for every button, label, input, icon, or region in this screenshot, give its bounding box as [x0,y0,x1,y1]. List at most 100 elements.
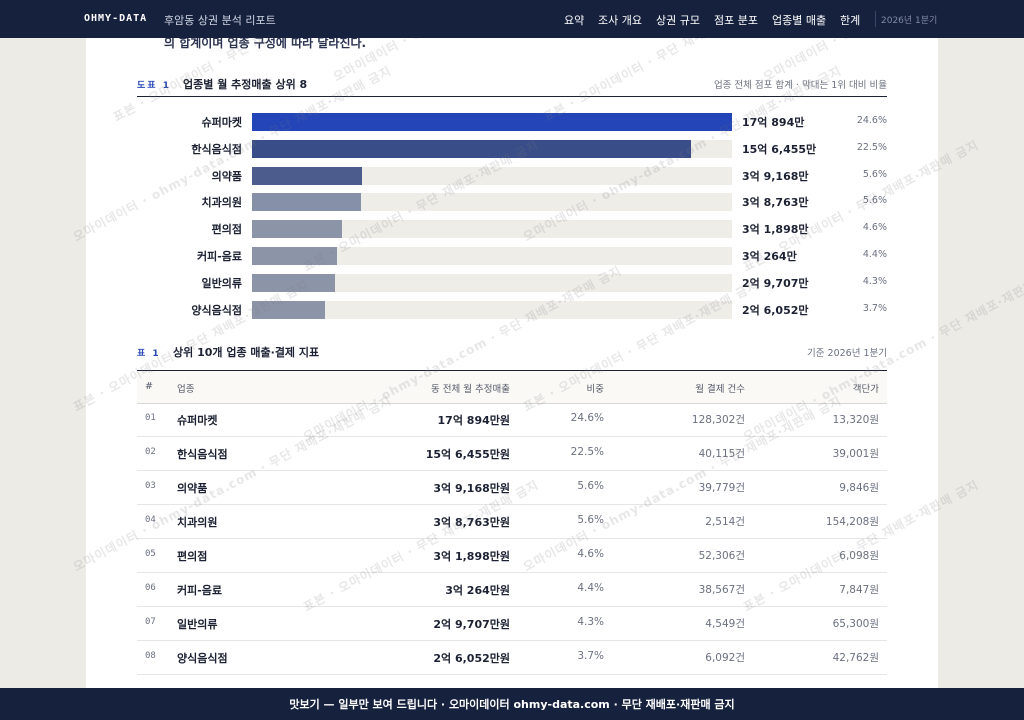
bar [252,220,342,239]
bar-value-label: 2억 9,707만 [742,276,809,290]
table-row[interactable]: 05 편의점 3억 1,898만원 4.6% 52,306건 6,098원 [137,538,887,573]
table-row[interactable]: 04 치과의원 3억 8,763만원 5.6% 2,514건 154,208원 [137,504,887,539]
nav-sales-by-industry[interactable]: 업종별 매출 [772,14,827,27]
row-count: 128,302건 [691,414,745,426]
row-count: 2,514건 [705,516,745,528]
bar-category-label: 일반의류 [201,276,242,290]
row-count: 52,306건 [698,550,745,562]
col-count: 월 결제 건수 [695,384,745,395]
row-rank: 03 [145,481,156,491]
nav-divider [875,11,876,27]
bar-row: 의약품 3억 9,168만 5.6% [137,166,887,185]
bar-track [252,193,732,212]
row-sales: 3억 1,898만원 [433,550,510,563]
row-count: 40,115건 [698,448,745,460]
figure-header: 도표 1 업종별 월 추정매출 상위 8 업종 전체 점포 합계 · 막대는 1… [137,76,887,97]
nav-summary[interactable]: 요약 [564,14,585,27]
row-rank: 07 [145,617,156,627]
row-sales: 2억 6,052만원 [433,652,510,665]
bar-row: 한식음식점 15억 6,455만 22.5% [137,139,887,158]
bar-track [252,247,732,265]
bar-row: 슈퍼마켓 17억 894만 24.6% [137,113,887,131]
row-share: 4.3% [577,616,604,628]
bar-track [252,139,732,158]
table-row[interactable]: 01 슈퍼마켓 17억 894만원 24.6% 128,302건 13,320원 [137,402,887,437]
nav-overview[interactable]: 조사 개요 [598,14,642,27]
row-avg: 7,847원 [839,584,879,596]
bar-track [252,300,732,319]
row-sales: 2억 9,707만원 [433,618,510,631]
figure-note: 업종 전체 점포 합계 · 막대는 1위 대비 비율 [713,80,887,91]
bar-value-label: 2억 6,052만 [742,303,809,317]
period-label: 2026년 1분기 [881,16,938,26]
table-row[interactable]: 07 일반의류 2억 9,707만원 4.3% 4,549건 65,300원 [137,606,887,641]
table-header: 표 1 상위 10개 업종 매출·결제 지표 기준 2026년 1분기 [137,344,887,364]
table-tag: 표 1 [137,349,161,359]
col-avg: 객단가 [852,384,879,395]
row-count: 6,092건 [705,652,745,664]
bar [252,113,732,131]
bar-value-label: 17억 894만 [742,116,805,129]
table-row[interactable]: 03 의약품 3억 9,168만원 5.6% 39,779건 9,846원 [137,470,887,505]
bar-row: 일반의류 2억 9,707만 4.3% [137,273,887,292]
col-share: 비중 [586,384,604,395]
footer-text: 맛보기 — 일부만 보여 드립니다 · 오마이데이터 ohmy-data.com… [289,698,735,711]
row-avg: 42,762원 [832,652,879,664]
row-sales: 3억 9,168만원 [433,482,510,495]
bar-category-label: 커피-음료 [196,250,242,263]
nav-limitations[interactable]: 한계 [840,14,861,27]
report-title: 후암동 상권 분석 리포트 [164,14,276,27]
row-avg: 9,846원 [839,482,879,494]
brand-logo[interactable]: OHMY-DATA [84,13,148,24]
bar-category-label: 편의점 [211,223,242,237]
bar-row: 커피-음료 3억 264만 4.4% [137,247,887,265]
nav-market-size[interactable]: 상권 규모 [656,14,700,27]
bar-value-label: 15억 6,455만 [742,142,817,156]
bar-share-label: 4.4% [862,249,887,260]
row-sales: 3억 8,763만원 [433,516,510,529]
col-sales: 동 전체 월 추정매출 [431,384,510,395]
report-page: 의 합계이며 업종 구성에 따라 달라진다. 도표 1 업종별 월 추정매출 상… [86,38,938,688]
row-industry: 의약품 [177,482,208,495]
bar [252,193,361,212]
col-rank: # [145,381,153,392]
row-avg: 13,320원 [832,414,879,426]
figure-title: 업종별 월 추정매출 상위 8 [183,78,308,91]
bar-share-label: 22.5% [856,141,887,153]
figure-tag: 도표 1 [137,81,171,91]
bar [252,166,362,185]
row-rank: 05 [145,549,156,559]
row-industry: 편의점 [177,550,208,563]
row-share: 5.6% [577,480,604,492]
col-industry: 업종 [177,384,195,395]
bar-category-label: 슈퍼마켓 [201,116,242,129]
row-sales: 3억 264만원 [445,584,510,597]
row-share: 3.7% [577,650,604,662]
bar-share-label: 4.6% [862,222,887,234]
row-avg: 65,300원 [832,618,879,630]
row-sales: 15억 6,455만원 [425,448,510,461]
bar-share-label: 4.3% [862,275,887,287]
row-count: 4,549건 [705,618,745,630]
nav-store-distribution[interactable]: 점포 분포 [714,14,758,27]
row-share: 4.6% [577,548,604,560]
row-avg: 39,001원 [832,448,879,460]
bar-share-label: 5.6% [862,168,887,180]
top-navbar: OHMY-DATA 후암동 상권 분석 리포트 요약 조사 개요 상권 규모 점… [0,0,1024,38]
row-avg: 6,098원 [839,550,879,562]
row-industry: 일반의류 [177,618,218,631]
bar-value-label: 3억 8,763만 [742,196,809,210]
table-row[interactable]: 08 양식음식점 2억 6,052만원 3.7% 6,092건 42,762원 [137,640,887,675]
row-rank: 01 [145,413,156,423]
bar-category-label: 한식음식점 [191,142,242,156]
table-row[interactable]: 02 한식음식점 15억 6,455만원 22.5% 40,115건 39,001원 [137,436,887,471]
row-count: 38,567건 [698,584,745,596]
preview-footer-banner: 맛보기 — 일부만 보여 드립니다 · 오마이데이터 ohmy-data.com… [0,688,1024,720]
row-rank: 02 [145,447,156,457]
table-row[interactable]: 06 커피-음료 3억 264만원 4.4% 38,567건 7,847원 [137,572,887,607]
row-industry: 양식음식점 [177,652,228,665]
bar [252,139,692,158]
bar-track [252,113,732,131]
bar-share-label: 5.6% [862,195,887,207]
bar-value-label: 3억 264만 [742,250,797,263]
